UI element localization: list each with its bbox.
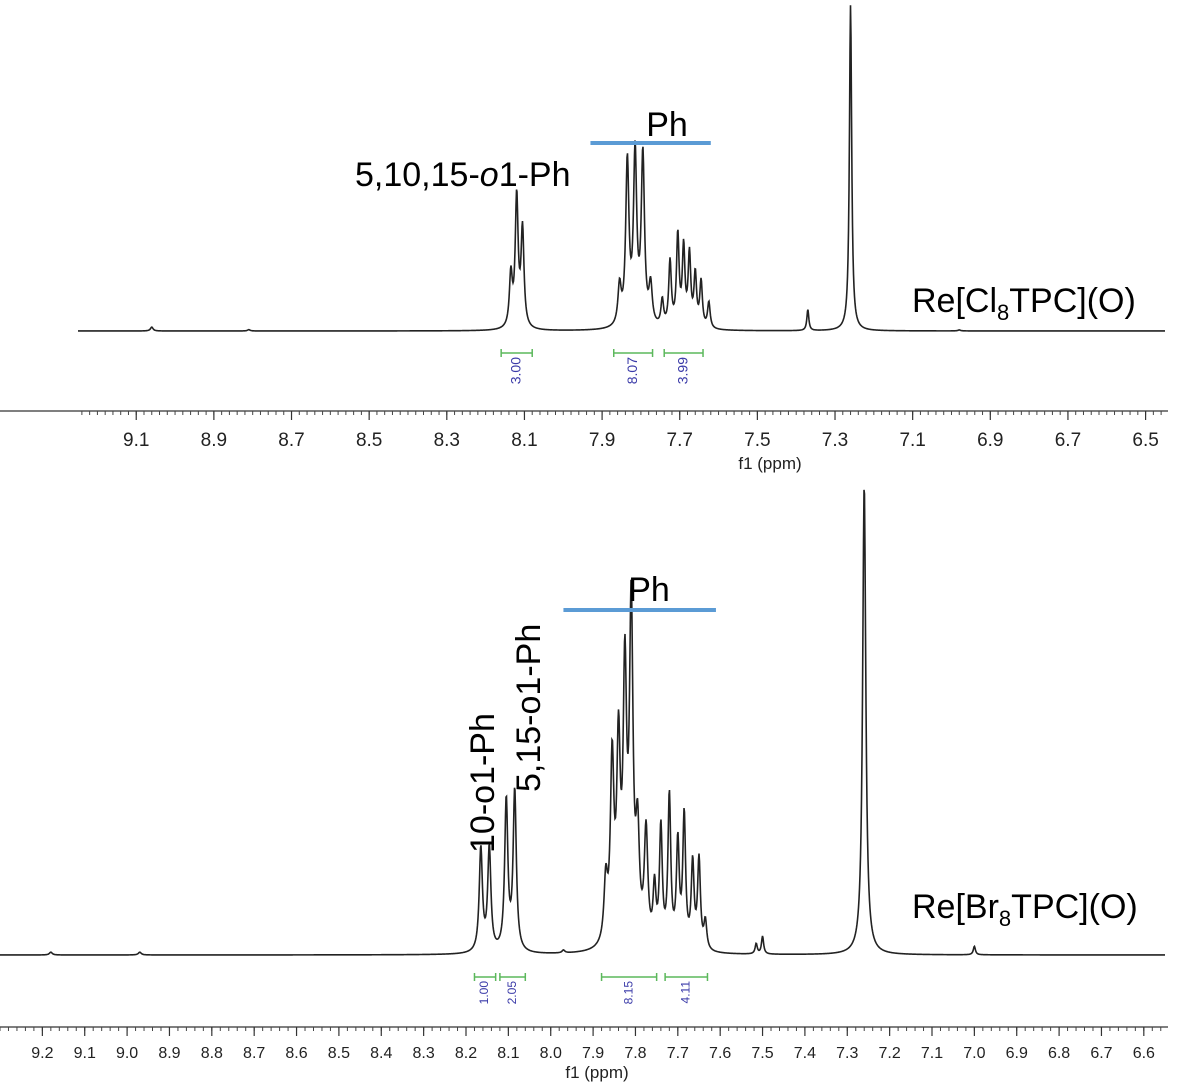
- x-axis-tick-label: 8.2: [455, 1045, 477, 1062]
- x-axis-tick-label: 7.5: [744, 430, 770, 451]
- peak-annotation-part: 1-Ph: [499, 156, 571, 194]
- peak-annotation-italic: o: [480, 156, 499, 194]
- integration-value: 8.15: [621, 981, 635, 1005]
- nmr-panel-top: 3.00 8.07 3.99 9.1 8.9 8.7 8.5 8.3 8.1 7.9 7.7 7.5…: [0, 5, 1168, 473]
- x-axis-tick-label: 6.5: [1132, 430, 1158, 451]
- integration-value: 3.00: [507, 357, 523, 384]
- peak-annotation: 10-o1-Ph: [464, 713, 502, 853]
- compound-label-subscript: 8: [999, 906, 1011, 931]
- x-axis-tick-label: 8.6: [285, 1045, 307, 1062]
- x-axis-tick-label: 7.7: [667, 430, 693, 451]
- integration-region: 4.11: [664, 973, 709, 1004]
- x-axis-tick-label: 9.0: [116, 1045, 138, 1062]
- compound-label-subscript: 8: [997, 300, 1009, 325]
- x-axis-title: f1 (ppm): [565, 1063, 628, 1082]
- x-axis-tick-label: 8.4: [370, 1045, 392, 1062]
- x-axis-tick-label: 7.5: [751, 1045, 773, 1062]
- integration-value: 4.11: [678, 981, 692, 1004]
- x-axis-tick-label: 7.7: [667, 1045, 689, 1062]
- integration-region: 8.15: [600, 973, 658, 1005]
- x-axis-tick-label: 8.5: [328, 1045, 350, 1062]
- x-axis-tick-label: 8.8: [201, 1045, 223, 1062]
- x-axis-tick-label: 8.5: [356, 430, 382, 451]
- integration-value: 1.00: [477, 981, 491, 1005]
- x-axis-tick-label: 7.1: [921, 1045, 943, 1062]
- x-axis-tick-label: 6.7: [1055, 430, 1081, 451]
- x-axis-tick-label: 8.9: [158, 1045, 180, 1062]
- compound-label-main: Re[Cl: [912, 282, 997, 320]
- compound-label-main: Re[Br: [912, 888, 999, 926]
- x-axis-tick-label: 6.7: [1090, 1045, 1112, 1062]
- x-axis-tick-label: 6.8: [1048, 1045, 1070, 1062]
- x-axis-tick-label: 6.9: [1006, 1045, 1028, 1062]
- x-axis-tick-label: 9.1: [74, 1045, 96, 1062]
- integration-region: 1.00: [473, 973, 497, 1005]
- spectrum-trace: [78, 5, 1165, 332]
- integration-value: 3.99: [674, 357, 690, 384]
- x-axis-tick-label: 7.9: [582, 1045, 604, 1062]
- x-axis-tick-label: 7.8: [624, 1045, 646, 1062]
- x-axis-tick-label: 8.1: [497, 1045, 519, 1062]
- x-axis-tick-label: 8.9: [201, 430, 227, 451]
- compound-label-tail: TPC](O): [1009, 282, 1136, 320]
- x-axis-tick-label: 8.0: [540, 1045, 562, 1062]
- x-axis-tick-label: 7.4: [794, 1045, 816, 1062]
- integration-region: 8.07: [612, 349, 654, 384]
- x-axis-tick-label: 8.7: [278, 430, 304, 451]
- x-axis-tick-label: 8.1: [511, 430, 537, 451]
- integration-region: 2.05: [499, 973, 527, 1005]
- spectrum-trace: [0, 489, 1165, 956]
- x-axis-tick-label: 7.3: [822, 430, 848, 451]
- x-axis-tick-label: 8.7: [243, 1045, 265, 1062]
- ph-region-label: Ph: [646, 106, 688, 144]
- peak-annotation: 5,15-o1-Ph: [510, 624, 548, 792]
- x-axis-tick-label: 8.3: [413, 1045, 435, 1062]
- peak-annotation-part: 5,10,15-: [355, 156, 480, 194]
- x-axis-tick-label: 9.2: [31, 1045, 53, 1062]
- x-axis-tick-label: 8.3: [434, 430, 460, 451]
- x-axis-tick-label: 7.6: [709, 1045, 731, 1062]
- x-axis-title: f1 (ppm): [738, 454, 801, 473]
- x-axis-tick-label: 6.6: [1133, 1045, 1155, 1062]
- x-axis-tick-label: 9.1: [123, 430, 149, 451]
- ph-region-label: Ph: [628, 571, 670, 609]
- x-axis-tick-label: 7.3: [836, 1045, 858, 1062]
- x-axis-tick-label: 7.9: [589, 430, 615, 451]
- x-axis-tick-label: 7.0: [963, 1045, 985, 1062]
- integration-value: 8.07: [624, 357, 640, 384]
- x-axis-tick-label: 6.9: [977, 430, 1003, 451]
- compound-label: Re[Cl8TPC](O): [912, 282, 1136, 325]
- integration-value: 2.05: [505, 981, 519, 1005]
- compound-label: Re[Br8TPC](O): [912, 888, 1138, 931]
- nmr-panel-bottom: 1.00 2.05 8.15 4.11 9.2 9.1 9.0 8.9 8.8 8.7 8.6 8.…: [0, 489, 1168, 1082]
- compound-label-tail: TPC](O): [1011, 888, 1138, 926]
- x-axis-tick-label: 7.2: [879, 1045, 901, 1062]
- integration-region: 3.00: [500, 349, 533, 384]
- x-axis-tick-label: 7.1: [899, 430, 925, 451]
- integration-region: 3.99: [663, 349, 704, 384]
- peak-annotation: 5,10,15-o1-Ph: [355, 156, 571, 194]
